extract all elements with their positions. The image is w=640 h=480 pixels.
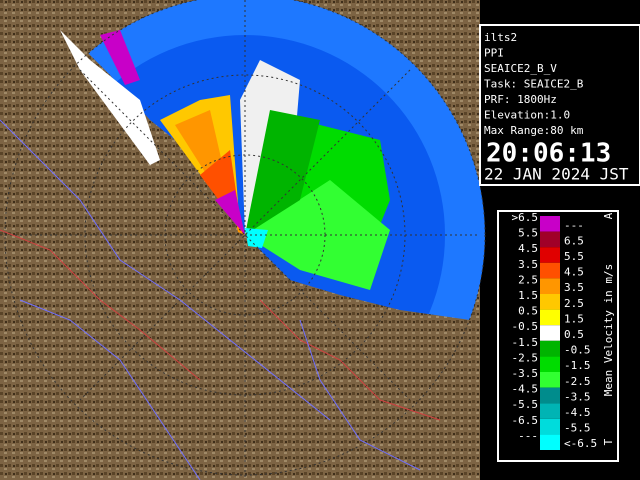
legend-label: 5.5: [518, 227, 538, 240]
legend-swatch: [540, 309, 560, 326]
legend-swatch: [540, 216, 560, 232]
legend-label: <-6.5: [564, 437, 597, 450]
info-line: PPI: [484, 47, 504, 60]
legend-label: 1.5: [564, 312, 584, 325]
legend-label: 2.5: [564, 297, 584, 310]
legend-label: 1.5: [518, 289, 538, 302]
rivers: [0, 119, 441, 480]
legend-label: -2.5: [564, 375, 591, 388]
legend-label: -2.5: [512, 351, 539, 364]
legend-label: -4.5: [512, 383, 539, 396]
legend-swatch: [540, 247, 560, 263]
legend-swatch: [540, 278, 560, 294]
info-line: Elevation:1.0: [484, 109, 570, 122]
legend-swatch: [540, 434, 560, 450]
legend-swatch: [540, 294, 560, 310]
info-line: Task: SEAICE2_B: [484, 78, 584, 91]
legend-label: ---: [564, 219, 584, 232]
legend-label: 4.5: [518, 242, 538, 255]
legend-label: -5.5: [512, 398, 539, 411]
legend-label: -3.5: [512, 367, 539, 380]
legend-mark: T: [602, 438, 615, 445]
info-line: PRF: 1800Hz: [484, 93, 557, 106]
legend-swatch: [540, 387, 560, 404]
info-line: SEAICE2_B_V: [484, 62, 557, 75]
legend-label: -5.5: [564, 422, 591, 435]
legend-label: -0.5: [564, 344, 591, 357]
legend-label: -3.5: [564, 390, 591, 403]
range-rings: [0, 0, 486, 480]
legend-label: 4.5: [564, 266, 584, 279]
legend-label: -1.5: [564, 359, 591, 372]
legend-swatch: [540, 356, 560, 372]
legend-swatch: [540, 231, 560, 248]
legend-label: 0.5: [518, 305, 538, 318]
legend-label: >6.5: [512, 211, 539, 224]
legend-swatch: [540, 403, 560, 419]
legend-label: -0.5: [512, 320, 539, 333]
date: 22 JAN 2024 JST: [484, 165, 629, 184]
legend-label: 3.5: [518, 258, 538, 271]
legend-label: -1.5: [512, 336, 539, 349]
info-panel: [479, 24, 640, 186]
time: 20:06:13: [486, 139, 611, 169]
info-line: Max Range:80 km: [484, 124, 584, 137]
legend-label: 3.5: [564, 281, 584, 294]
info-line: ilts2: [484, 31, 517, 44]
legend-mark: A: [602, 212, 615, 219]
legend-label: -4.5: [564, 406, 591, 419]
legend-swatch: [540, 262, 560, 279]
legend-title: Mean Velocity in m/s: [602, 264, 615, 396]
legend-label: 0.5: [564, 328, 584, 341]
legend-label: 6.5: [564, 234, 584, 247]
legend-swatch: [540, 372, 560, 388]
legend-label: ---: [518, 429, 538, 442]
echo: [60, 30, 390, 290]
legend-label: -6.5: [512, 414, 539, 427]
legend-swatch: [540, 325, 560, 341]
legend-label: 5.5: [564, 250, 584, 263]
legend-swatch: [540, 418, 560, 435]
legend-swatch: [540, 340, 560, 357]
legend-label: 2.5: [518, 273, 538, 286]
